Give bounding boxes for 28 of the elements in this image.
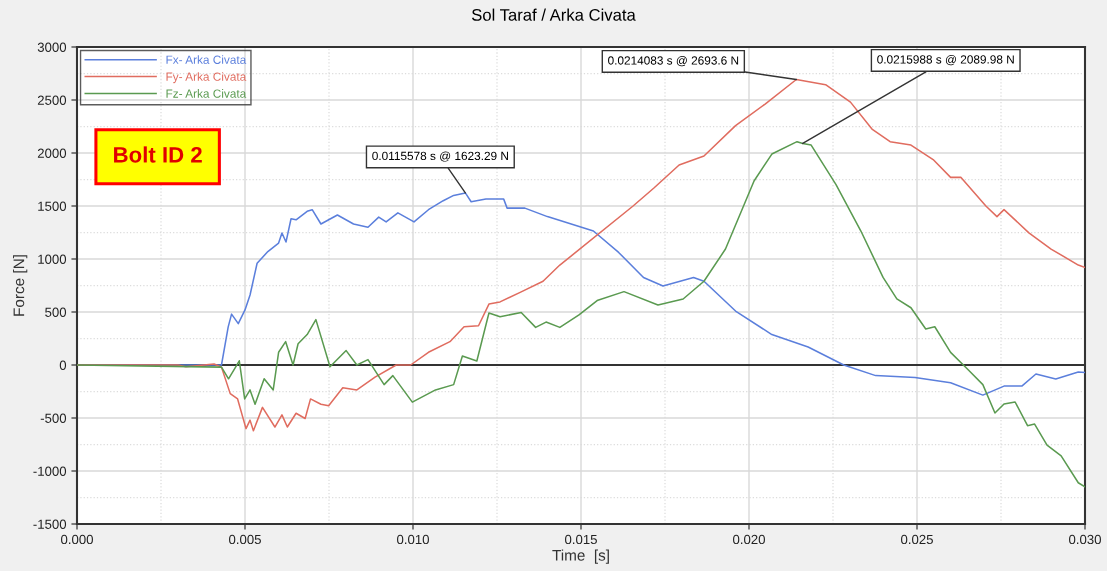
y-tick-label: 2500 xyxy=(37,95,67,105)
chart-title: Sol Taraf / Arka Civata xyxy=(471,8,636,21)
text: Fy- Arka Civata xyxy=(166,72,247,84)
x-tick-label: 0.015 xyxy=(565,534,597,545)
x-tick-label: 0.010 xyxy=(397,534,429,545)
y-tick-label: 1000 xyxy=(38,254,67,264)
annotation: Bolt ID 2 xyxy=(114,146,202,163)
x-tick-label: 0.025 xyxy=(901,534,933,545)
text: Fx- Arka Civata xyxy=(166,55,247,64)
x-axis-title: Time [s] xyxy=(552,549,609,564)
annotation: 0.0214083 s @ 2693.6 N xyxy=(608,55,739,67)
y-tick-label: -1500 xyxy=(33,519,67,529)
x-tick-label: 0.005 xyxy=(229,534,261,545)
y-tick-label: 0 xyxy=(59,360,67,370)
line-series xyxy=(77,140,1085,488)
x-tick-label: 0.020 xyxy=(733,534,765,545)
text: Fz- Arka Civata xyxy=(166,89,247,98)
x-tick-label: 0.000 xyxy=(61,534,93,545)
y-tick-label: 2000 xyxy=(37,148,67,158)
y-axis-title: Force [N] xyxy=(13,255,28,316)
y-tick-label: -500 xyxy=(40,413,67,423)
y-tick-label: 3000 xyxy=(37,42,67,52)
x-tick-label: 0.030 xyxy=(1069,534,1101,545)
annotation: 0.0215988 s @ 2089.98 N xyxy=(877,54,1014,66)
y-tick-label: 1500 xyxy=(38,201,67,211)
y-tick-label: -1000 xyxy=(33,466,67,476)
y-tick-label: 500 xyxy=(45,307,67,317)
annotation: 0.0115578 s @ 1623.29 N xyxy=(372,151,508,162)
